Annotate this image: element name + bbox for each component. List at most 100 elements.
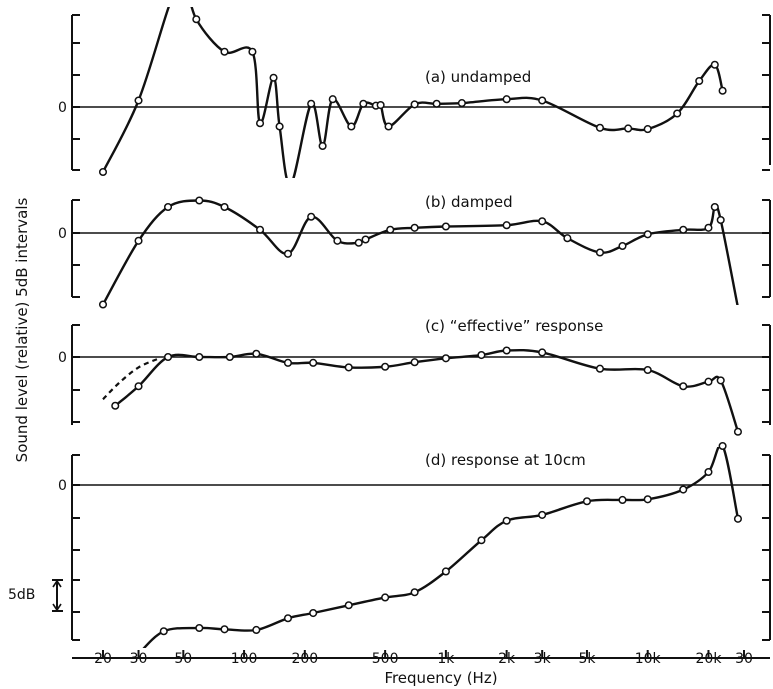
panel-d-data-point: [582, 497, 592, 506]
panel-b-data-point: [538, 217, 547, 226]
panel-d-data-point: [643, 495, 652, 504]
panel-b-data-point: [386, 225, 395, 234]
panel-c-data-point: [252, 349, 261, 358]
x-tick-label: 20k: [696, 651, 723, 667]
panel-d-data-point: [618, 495, 627, 505]
panel-d-data-point: [502, 516, 511, 525]
panel-b-data-point: [134, 236, 143, 245]
panel-d-title: (d) response at 10cm: [425, 451, 586, 469]
panel-c-data-point: [344, 363, 353, 372]
panel-c: 0 (c) “effective” response: [58, 317, 771, 436]
panel-a-data-point: [710, 60, 719, 69]
x-tick-label: 500: [372, 651, 399, 667]
panel-a-data-point: [643, 125, 652, 134]
panel-a-data-point: [624, 124, 633, 133]
panel-b-data-point: [595, 248, 605, 257]
panel-d-data-point: [283, 614, 293, 623]
x-axis: 20 30 50 100 200 500 1k 2k 3k 5k 10k 20k 30: [72, 650, 770, 667]
panel-a-data-point: [410, 100, 419, 109]
panel-c-data-point: [225, 352, 234, 362]
panel-a-data-point: [220, 47, 229, 56]
y-axis-title: Sound level (relative) 5dB intervals: [13, 198, 31, 463]
panel-a-data-point: [347, 122, 356, 131]
panel-c-data-point: [679, 382, 688, 391]
panel-d-curve: [142, 447, 740, 648]
panel-d-data-point: [220, 625, 229, 634]
x-axis-title: Frequency (Hz): [384, 669, 497, 687]
panel-b-data-point: [716, 215, 725, 225]
panel-a-data-point: [269, 73, 278, 82]
panel-a-data-point: [695, 76, 704, 86]
panel-b-data-point: [441, 222, 450, 231]
panel-c-data-point: [381, 362, 390, 371]
panel-a-data-point: [432, 99, 441, 108]
panel-a-data-point: [376, 101, 385, 110]
panel-d-data-point: [159, 627, 168, 636]
panel-d-data-point: [679, 485, 688, 494]
x-tick-label: 30: [735, 651, 753, 667]
panel-c-data-point: [111, 401, 120, 410]
x-tick-label: 1k: [437, 651, 455, 667]
panel-b-zero-label: 0: [58, 226, 67, 242]
panel-c-data-point: [595, 364, 605, 373]
scale-bar: 5dB: [8, 579, 63, 612]
panel-c-data-point: [410, 358, 419, 367]
x-tick-label: 5k: [578, 651, 596, 667]
x-tick-label: 10k: [635, 651, 662, 667]
panel-b-data-point: [354, 238, 363, 247]
x-tick-label: 100: [231, 651, 258, 667]
x-tick-label: 20: [94, 651, 112, 667]
panel-d-data-point: [252, 625, 261, 635]
panel-b-data-point: [618, 241, 627, 251]
panel-a-data-point: [134, 96, 143, 105]
panel-b-data-point: [410, 223, 419, 232]
panel-d-data-point: [477, 536, 486, 545]
panel-b-data-point: [333, 236, 342, 245]
panel-d-data-point: [538, 510, 547, 519]
panel-c-data-point: [283, 358, 293, 367]
panel-a-data-point: [248, 47, 257, 56]
scale-bar-arrow-up: [52, 579, 62, 588]
panel-a-data-point: [318, 141, 327, 151]
scale-bar-arrow-down: [52, 603, 62, 612]
panel-c-data-point: [502, 346, 511, 355]
panel-b-data-point: [704, 223, 713, 232]
panel-b-data-point: [163, 202, 173, 212]
panel-a-title: (a) undamped: [425, 68, 531, 86]
panel-a-data-point: [98, 167, 108, 177]
panel-c-zero-label: 0: [58, 350, 67, 366]
panel-b-data-point: [679, 225, 688, 234]
panel-b-data-point: [643, 230, 652, 239]
panel-c-curve: [114, 348, 740, 433]
panel-b-data-point: [195, 196, 204, 205]
panel-a-data-point: [595, 123, 605, 132]
panel-d-data-point: [195, 623, 204, 633]
panel-a: 0 (a) undamped: [58, 7, 771, 178]
panel-c-dashed-curve: [102, 357, 160, 401]
panel-a-data-point: [384, 122, 393, 131]
panel-b-data-point: [710, 202, 719, 212]
panel-a-data-point: [192, 15, 201, 24]
panel-b-title: (b) damped: [425, 193, 513, 211]
panel-d-data-point: [309, 609, 318, 618]
panel-d-data-point: [381, 593, 390, 602]
panel-b-data-point: [307, 212, 316, 221]
panel-a-data-point: [359, 99, 368, 108]
panel-c-data-point: [163, 352, 173, 362]
panel-c-data-point: [704, 377, 713, 386]
x-tick-label: 200: [291, 651, 318, 667]
panel-d-data-point: [410, 588, 419, 597]
panel-b-data-point: [563, 234, 572, 243]
panel-c-data-point: [538, 348, 547, 357]
panel-b-curve: [101, 199, 739, 305]
panel-d-data-point: [344, 601, 353, 610]
panel-b: 0 (b) damped: [58, 193, 771, 309]
panel-c-data-point: [195, 352, 204, 362]
panel-a-zero-label: 0: [58, 100, 67, 116]
x-tick-label: 30: [130, 651, 148, 667]
panels-layer: 0 (a) undamped 0 (b) damped 0 (c) “effective”…: [58, 7, 771, 648]
panel-a-curve: [101, 7, 724, 178]
x-tick-label: 3k: [534, 651, 552, 667]
panel-a-data-point: [673, 109, 682, 118]
